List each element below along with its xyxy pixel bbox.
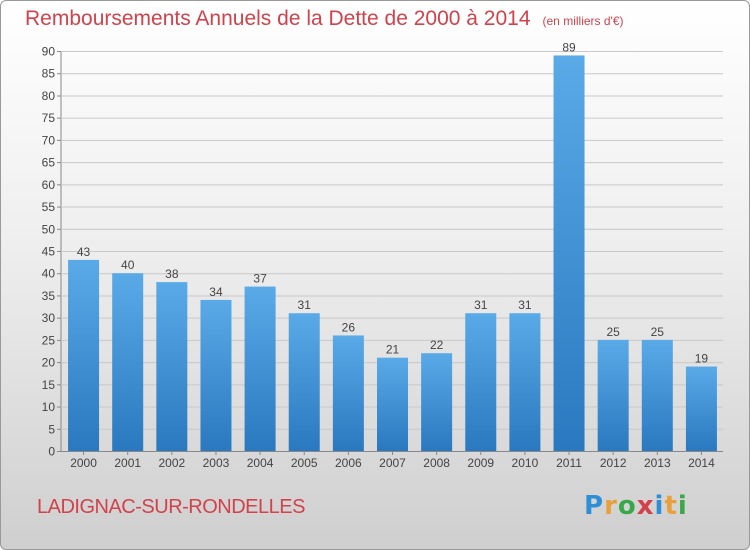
x-tick-label: 2006 [335, 456, 362, 470]
data-label-2013: 25 [651, 325, 665, 339]
data-label-2002: 38 [165, 267, 179, 281]
y-tick-label: 55 [42, 200, 56, 214]
bar-2003[interactable] [200, 299, 232, 451]
y-tick-label: 15 [42, 378, 56, 392]
y-tick-label: 25 [42, 333, 56, 347]
y-tick-label: 60 [42, 178, 56, 192]
data-label-2005: 31 [298, 298, 312, 312]
y-tick-label: 40 [42, 267, 56, 281]
bar-2010[interactable] [509, 313, 541, 451]
x-tick-label: 2013 [644, 456, 671, 470]
bar-2009[interactable] [465, 313, 497, 451]
x-tick-label: 2008 [423, 456, 450, 470]
bar-2013[interactable] [641, 339, 673, 451]
x-tick-label: 2011 [556, 456, 582, 470]
y-tick-label: 90 [42, 45, 56, 59]
data-label-2001: 40 [121, 258, 135, 272]
bar-2001[interactable] [112, 273, 144, 451]
x-tick-label: 2002 [158, 456, 185, 470]
y-tick-label: 65 [42, 156, 56, 170]
y-tick-label: 80 [42, 89, 56, 103]
bar-2004[interactable] [244, 286, 276, 451]
bar-2014[interactable] [685, 366, 717, 451]
y-tick-label: 10 [42, 400, 56, 414]
bar-2006[interactable] [332, 335, 364, 451]
y-tick-label: 50 [42, 222, 56, 236]
data-label-2009: 31 [474, 298, 488, 312]
data-label-2006: 26 [342, 320, 356, 334]
data-label-2008: 22 [430, 338, 444, 352]
y-tick-label: 85 [42, 67, 56, 81]
data-label-2000: 43 [77, 245, 91, 259]
bar-2000[interactable] [68, 259, 100, 451]
bar-2011[interactable] [553, 55, 585, 451]
chart-subtitle: (en milliers d'€) [542, 14, 624, 28]
proxiti-logo[interactable]: Proxiti [584, 491, 688, 521]
x-tick-label: 2009 [467, 456, 494, 470]
x-tick-label: 2003 [203, 456, 230, 470]
x-tick-label: 2005 [291, 456, 318, 470]
y-tick-label: 45 [42, 245, 56, 259]
data-label-2003: 34 [209, 285, 223, 299]
chart-title: Remboursements Annuels de la Dette de 20… [25, 7, 624, 31]
location-name: LADIGNAC-SUR-RONDELLES [37, 496, 305, 518]
data-label-2007: 21 [386, 343, 400, 357]
bar-2008[interactable] [421, 353, 453, 451]
bar-2005[interactable] [288, 313, 320, 451]
x-tick-label: 2007 [379, 456, 406, 470]
data-label-2011: 89 [562, 40, 576, 54]
y-tick-label: 70 [42, 133, 56, 147]
chart-title-text: Remboursements Annuels de la Dette de 20… [25, 7, 531, 30]
y-tick-label: 75 [42, 111, 56, 125]
y-tick-label: 20 [42, 356, 56, 370]
x-tick-label: 2001 [114, 456, 141, 470]
bar-2007[interactable] [377, 357, 408, 451]
y-tick-label: 5 [48, 422, 55, 436]
data-label-2010: 31 [518, 298, 532, 312]
y-tick-label: 30 [42, 311, 56, 325]
data-label-2004: 37 [253, 272, 267, 286]
bar-2012[interactable] [597, 339, 629, 451]
x-tick-label: 2014 [688, 456, 715, 470]
data-label-2014: 19 [695, 352, 709, 366]
data-label-2012: 25 [606, 325, 620, 339]
x-tick-label: 2010 [512, 456, 539, 470]
bar-2002[interactable] [156, 282, 188, 451]
y-tick-label: 35 [42, 289, 56, 303]
y-tick-label: 0 [48, 445, 55, 459]
x-tick-label: 2012 [600, 456, 627, 470]
x-tick-label: 2004 [247, 456, 274, 470]
x-tick-label: 2000 [70, 456, 97, 470]
